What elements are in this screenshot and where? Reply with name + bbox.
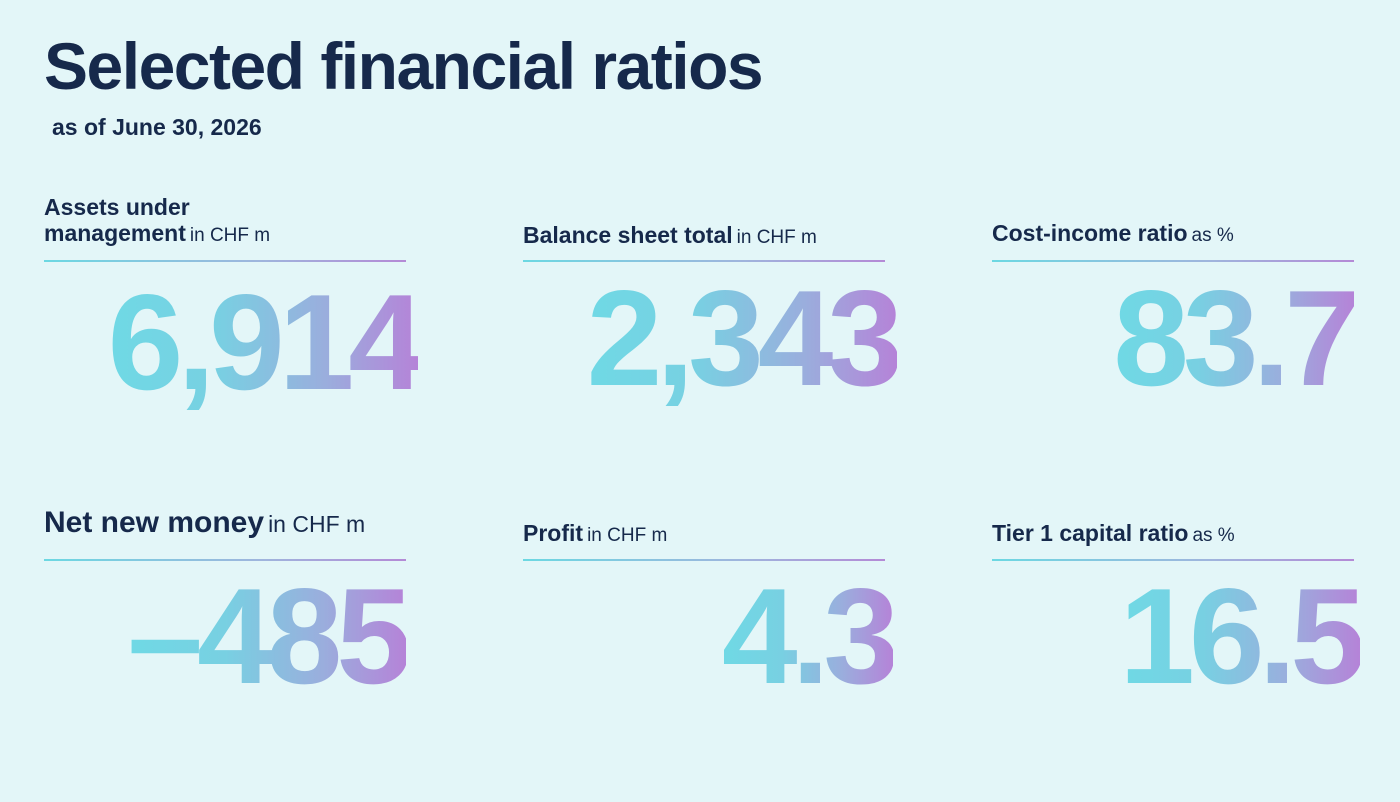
metric-label-text: Balance sheet total <box>523 222 733 248</box>
divider <box>992 559 1354 561</box>
metric-label: Tier 1 capital ratio as % <box>992 520 1354 547</box>
metric-value: 2,343 <box>586 262 903 414</box>
metric-card-tier-1-capital-ratio: Tier 1 capital ratio as % 16.5 <box>992 490 1366 720</box>
divider <box>44 260 406 262</box>
metric-label: Profit in CHF m <box>523 520 885 547</box>
metric-unit: in CHF m <box>189 225 271 247</box>
divider <box>523 260 885 262</box>
metric-value: 4.3 <box>721 560 899 712</box>
divider <box>523 559 885 561</box>
page-subtitle: as of June 30, 2026 <box>52 114 262 140</box>
metric-label: Net new money in CHF m <box>44 506 406 541</box>
divider <box>992 260 1354 262</box>
metric-label-text: Cost-income ratio <box>992 220 1188 246</box>
metric-value: 6,914 <box>107 266 424 418</box>
metric-card-net-new-money: Net new money in CHF m –485 <box>44 490 412 720</box>
metric-unit: in CHF m <box>736 227 817 248</box>
metric-label-text: Tier 1 capital ratio <box>992 520 1189 546</box>
metric-unit: in CHF m <box>268 511 366 537</box>
metric-card-cost-income-ratio: Cost-income ratio as % 83.7 <box>992 190 1360 420</box>
metric-label: Cost-income ratio as % <box>992 220 1354 247</box>
metric-value: –485 <box>127 560 412 712</box>
metric-unit: as % <box>1191 225 1234 246</box>
metric-label-line2: management <box>44 220 186 247</box>
metric-label: Balance sheet total in CHF m <box>523 222 885 249</box>
metric-label-text: Net new money <box>44 506 265 539</box>
metric-value: 16.5 <box>1119 560 1366 712</box>
divider <box>44 559 406 561</box>
metric-label-text: Profit <box>523 520 584 546</box>
metric-card-balance-sheet-total: Balance sheet total in CHF m 2,343 <box>523 190 903 420</box>
metric-value: 83.7 <box>1113 262 1360 414</box>
metric-unit: as % <box>1192 525 1235 546</box>
metric-card-assets-under-management: Assets under management in CHF m 6,914 <box>44 190 424 420</box>
page-title: Selected financial ratios <box>44 29 764 103</box>
metric-label: Assets under management in CHF m <box>44 194 406 247</box>
metric-label-line1: Assets under <box>44 194 190 220</box>
metric-card-profit: Profit in CHF m 4.3 <box>523 490 899 720</box>
metric-unit: in CHF m <box>587 525 668 546</box>
